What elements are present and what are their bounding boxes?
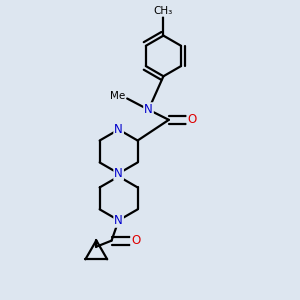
Text: N: N xyxy=(114,123,123,136)
Text: O: O xyxy=(188,113,197,126)
Text: O: O xyxy=(131,234,140,247)
Text: Me: Me xyxy=(110,91,125,101)
Text: N: N xyxy=(144,103,153,116)
Text: N: N xyxy=(114,214,123,227)
Text: N: N xyxy=(114,167,123,180)
Text: CH₃: CH₃ xyxy=(154,6,173,16)
